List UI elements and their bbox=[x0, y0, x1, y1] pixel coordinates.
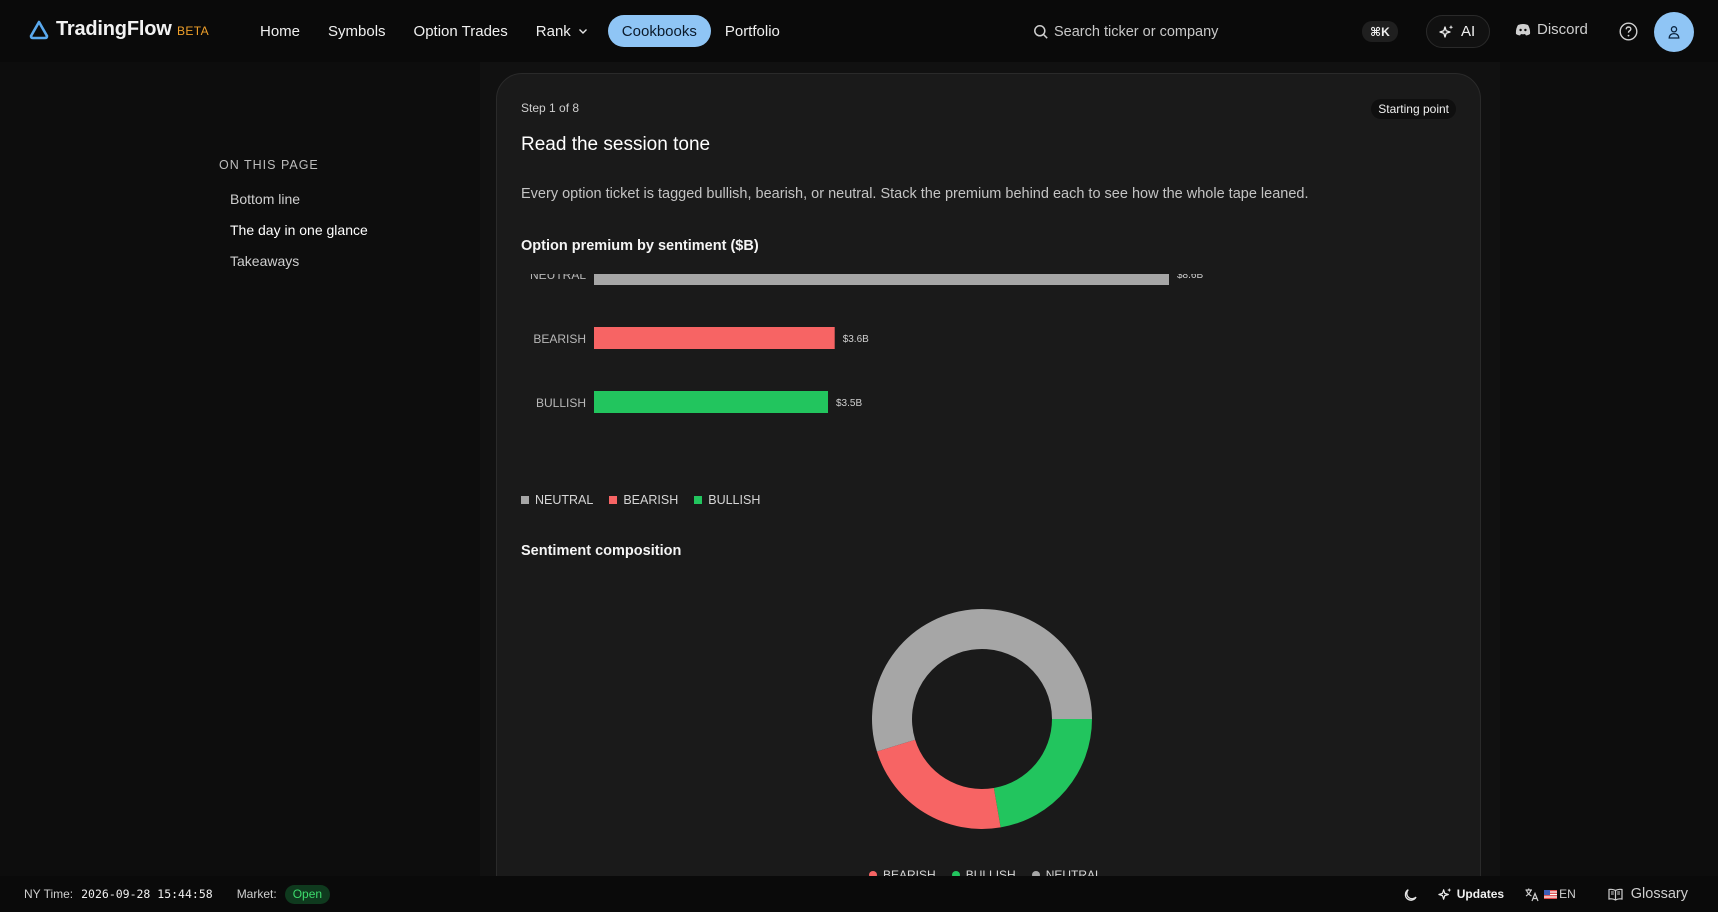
bar-value-label: $3.5B bbox=[836, 398, 862, 409]
user-avatar[interactable] bbox=[1654, 12, 1694, 52]
brand-logo[interactable]: TradingFlow bbox=[28, 18, 172, 41]
bar-bullish[interactable] bbox=[594, 391, 829, 413]
search-bar[interactable] bbox=[1033, 18, 1399, 46]
bar-category-label: NEUTRAL bbox=[530, 274, 586, 282]
legend-label: NEUTRAL bbox=[535, 493, 594, 507]
nav-rank-dropdown[interactable]: Rank bbox=[522, 15, 602, 47]
step-title: Read the session tone bbox=[521, 134, 711, 155]
sparkle-icon bbox=[1439, 24, 1454, 38]
search-input[interactable] bbox=[1054, 24, 1354, 40]
legend-swatch bbox=[609, 496, 618, 504]
search-icon bbox=[1034, 25, 1048, 39]
bar-category-label: BEARISH bbox=[533, 332, 586, 346]
step-card: Step 1 of 8 Starting point Read the sess… bbox=[496, 73, 1481, 912]
language-code: EN bbox=[1559, 887, 1576, 901]
updates-button[interactable]: Updates bbox=[1438, 887, 1504, 902]
status-bar: NY Time: 2026-09-28 15:44:58 Market: Ope… bbox=[0, 876, 1718, 912]
nav-symbols[interactable]: Symbols bbox=[314, 15, 400, 47]
top-navigation-bar: TradingFlow BETA Home Symbols Option Tra… bbox=[0, 0, 1718, 62]
legend-item-bearish[interactable]: BEARISH bbox=[609, 493, 678, 507]
bar-bearish[interactable] bbox=[594, 327, 835, 349]
nav-portfolio-label: Portfolio bbox=[724, 22, 780, 40]
donut-slice-bullish[interactable] bbox=[993, 719, 1092, 828]
legend-swatch bbox=[521, 496, 529, 504]
nav-home[interactable]: Home bbox=[246, 15, 314, 47]
logo-mark-icon bbox=[29, 20, 49, 39]
nav-symbols-label: Symbols bbox=[328, 22, 386, 40]
bar-chart-legend: NEUTRAL BEARISH BULLISH bbox=[521, 493, 776, 507]
legend-item-bullish[interactable]: BULLISH bbox=[694, 493, 760, 507]
ai-button[interactable]: AI bbox=[1426, 15, 1491, 48]
starting-point-badge: Starting point bbox=[1371, 99, 1456, 119]
glossary-link[interactable]: Glossary bbox=[1608, 886, 1688, 902]
legend-item-neutral[interactable]: NEUTRAL bbox=[521, 493, 593, 507]
main-nav: Home Symbols Option Trades Rank Cookbook… bbox=[246, 15, 794, 47]
discord-icon bbox=[1515, 24, 1531, 36]
discord-link[interactable]: Discord bbox=[1515, 21, 1588, 38]
bar-neutral[interactable] bbox=[594, 274, 1169, 285]
chevron-down-icon bbox=[578, 29, 587, 34]
ny-time-value: 2026-09-28 15:44:58 bbox=[81, 887, 213, 901]
us-flag-icon bbox=[1544, 889, 1558, 899]
ny-time-label: NY Time: bbox=[24, 887, 74, 901]
donut-slice-bearish[interactable] bbox=[876, 739, 1001, 829]
language-selector[interactable]: EN bbox=[1524, 887, 1576, 902]
nav-portfolio[interactable]: Portfolio bbox=[711, 15, 794, 47]
ai-button-label: AI bbox=[1461, 23, 1476, 40]
bar-value-label: $8.6B bbox=[1177, 274, 1203, 281]
book-icon bbox=[1608, 888, 1623, 901]
premium-by-sentiment-bar-chart: NEUTRAL $8.6B BEARISH $3.6B BULLISH $3.5B bbox=[530, 274, 1203, 413]
glossary-label: Glossary bbox=[1630, 886, 1688, 902]
updates-label: Updates bbox=[1456, 887, 1505, 901]
bar-value-label: $3.6B bbox=[843, 334, 869, 345]
legend-label: BULLISH bbox=[708, 493, 761, 507]
beta-badge: BETA bbox=[177, 24, 210, 38]
nav-option-trades-label: Option Trades bbox=[413, 22, 508, 40]
bar-chart-title: Option premium by sentiment ($B) bbox=[521, 238, 759, 254]
nav-cookbooks[interactable]: Cookbooks bbox=[607, 15, 711, 47]
bar-category-label: BULLISH bbox=[536, 396, 586, 410]
toc-heading: ON THIS PAGE bbox=[219, 158, 319, 172]
user-icon bbox=[1668, 26, 1680, 39]
brand-name: TradingFlow bbox=[56, 18, 172, 40]
on-this-page-toc: ON THIS PAGE Bottom line The day in one … bbox=[219, 158, 368, 283]
donut-chart-title: Sentiment composition bbox=[521, 543, 682, 559]
help-icon[interactable] bbox=[1619, 22, 1638, 41]
sentiment-composition-donut bbox=[872, 609, 1092, 829]
toc-item-bottom-line[interactable]: Bottom line bbox=[230, 191, 301, 207]
discord-label: Discord bbox=[1537, 21, 1588, 38]
nav-option-trades[interactable]: Option Trades bbox=[400, 15, 522, 47]
search-shortcut-badge: ⌘K bbox=[1362, 21, 1398, 42]
donut-slice-neutral[interactable] bbox=[872, 609, 1092, 752]
step-description: Every option ticket is tagged bullish, b… bbox=[521, 186, 1309, 202]
nav-rank-label: Rank bbox=[535, 22, 571, 40]
toc-item-day-in-one-glance[interactable]: The day in one glance bbox=[230, 222, 368, 238]
sparkle-icon bbox=[1438, 887, 1452, 900]
legend-swatch bbox=[951, 871, 960, 879]
legend-swatch bbox=[1031, 871, 1040, 879]
status-bar-actions: Updates EN Glossary bbox=[1404, 876, 1688, 912]
moon-icon[interactable] bbox=[1404, 887, 1419, 902]
nav-home-label: Home bbox=[260, 22, 301, 40]
legend-label: BEARISH bbox=[623, 493, 679, 507]
step-counter: Step 1 of 8 bbox=[521, 101, 580, 115]
nav-cookbooks-label: Cookbooks bbox=[621, 22, 697, 40]
translate-icon bbox=[1525, 888, 1539, 901]
legend-swatch bbox=[694, 496, 703, 504]
legend-swatch bbox=[869, 871, 877, 879]
toc-item-takeaways[interactable]: Takeaways bbox=[230, 253, 300, 269]
market-label: Market: bbox=[236, 887, 277, 901]
market-status-badge: Open bbox=[284, 884, 331, 904]
